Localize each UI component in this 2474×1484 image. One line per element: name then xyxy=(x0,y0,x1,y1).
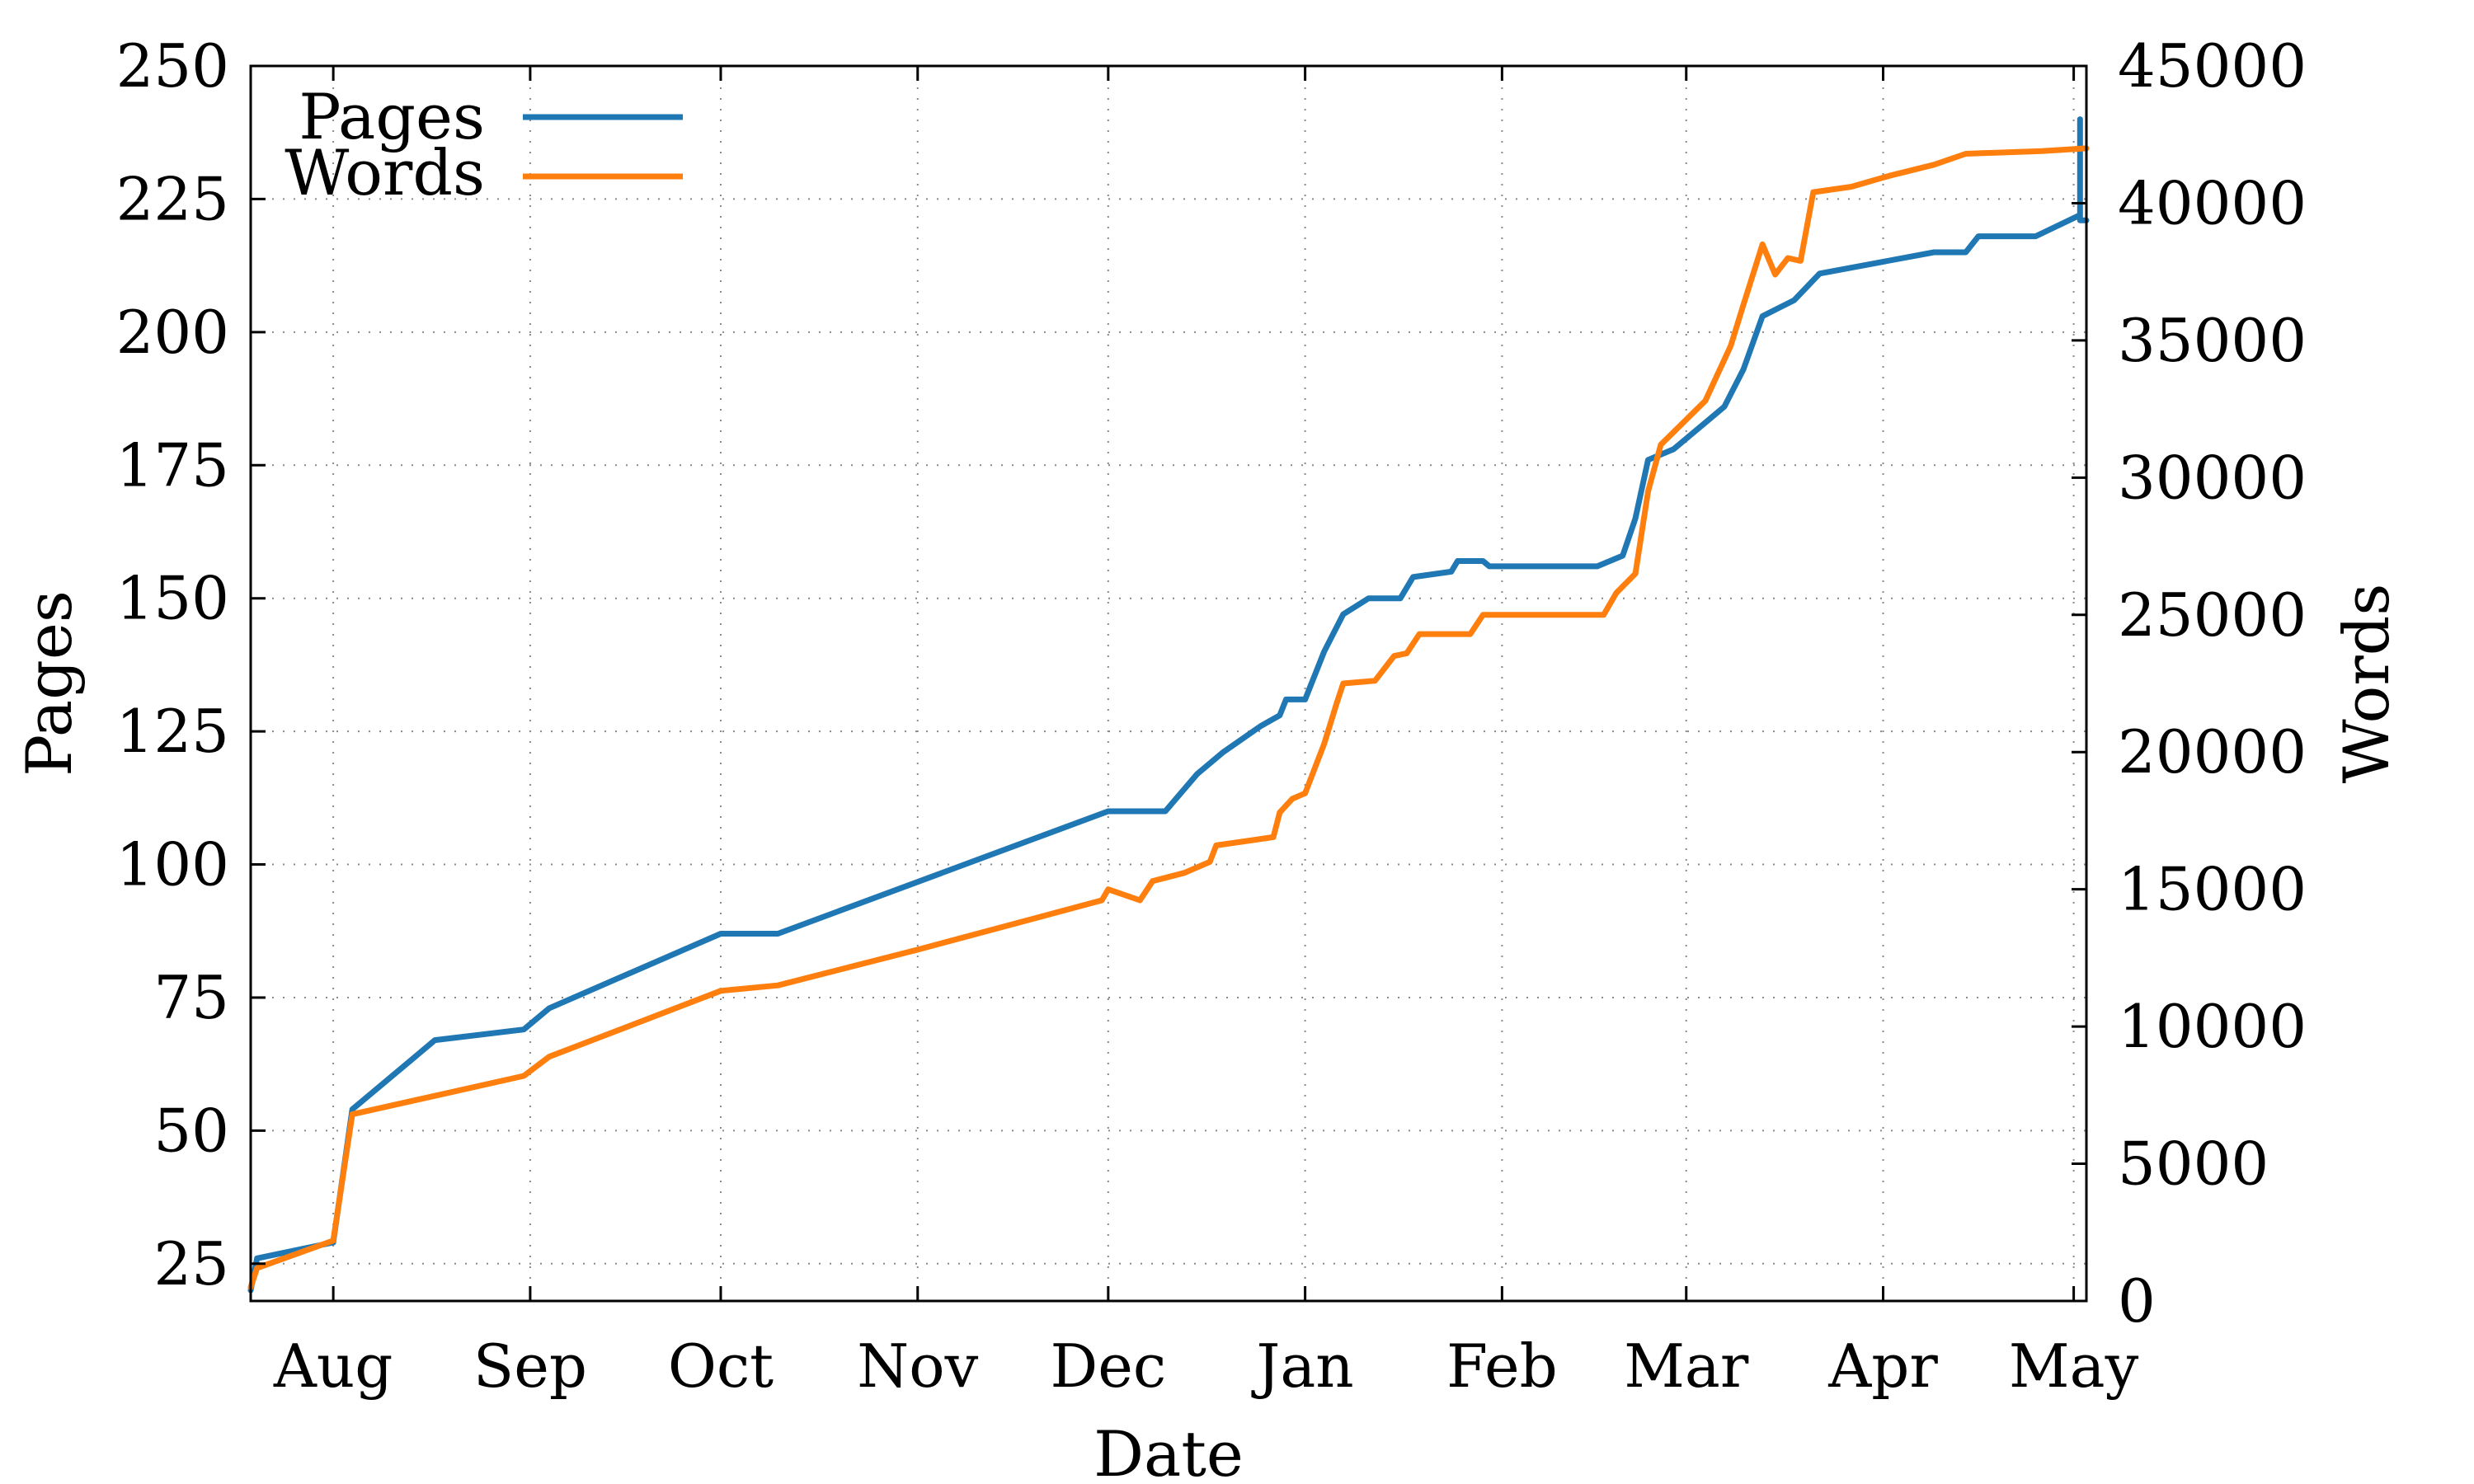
right-tick-label: 0 xyxy=(2118,1266,2156,1336)
plot-frame xyxy=(249,64,2088,1303)
legend-label-words: Words xyxy=(285,136,485,209)
right-axis-title: Words xyxy=(2330,584,2403,784)
left-tick-label: 25 xyxy=(153,1229,229,1298)
x-tick-label: May xyxy=(2009,1331,2139,1401)
left-tick-label: 250 xyxy=(116,31,229,101)
series-line-words xyxy=(247,145,2090,1290)
x-tick-label: Apr xyxy=(1827,1331,1938,1401)
x-tick-label: Aug xyxy=(273,1331,393,1401)
x-tick-label: Oct xyxy=(668,1331,774,1401)
x-tick-label: Nov xyxy=(857,1331,978,1401)
right-axis-tick-labels: 0 5000 10000 15000 20000 25000 30000 35000 40000… xyxy=(2118,31,2307,1336)
left-tick-label: 100 xyxy=(116,830,229,899)
left-tick-label: 50 xyxy=(153,1096,229,1165)
left-tick-label: 75 xyxy=(153,963,229,1032)
left-axis-tick-labels: 25 50 75 100 125 150 175 200 225 250 xyxy=(116,31,229,1298)
x-tick-label: Feb xyxy=(1446,1331,1558,1401)
right-tick-label: 35000 xyxy=(2118,306,2307,375)
x-tick-label: Mar xyxy=(1624,1331,1749,1401)
x-tick-label: Jan xyxy=(1251,1331,1354,1401)
right-tick-label: 45000 xyxy=(2118,31,2307,101)
x-axis-title: Date xyxy=(1094,1417,1244,1484)
x-axis-tick-labels: Aug Sep Oct Nov Dec Jan Feb Mar Apr May xyxy=(273,1331,2139,1401)
left-axis-title: Pages xyxy=(12,590,86,777)
right-tick-label: 40000 xyxy=(2118,168,2307,237)
left-tick-label: 175 xyxy=(116,430,229,500)
right-tick-label: 5000 xyxy=(2118,1129,2269,1199)
left-tick-label: 200 xyxy=(116,298,229,367)
right-tick-label: 25000 xyxy=(2118,580,2307,650)
x-tick-label: Sep xyxy=(473,1331,587,1401)
axis-ticks xyxy=(251,64,2086,1303)
left-tick-label: 125 xyxy=(116,697,229,766)
legend-label-pages: Pages xyxy=(299,80,485,153)
grid xyxy=(251,65,2086,1301)
right-tick-label: 30000 xyxy=(2118,443,2307,512)
right-tick-label: 10000 xyxy=(2118,992,2307,1061)
left-tick-label: 225 xyxy=(116,164,229,233)
right-tick-label: 20000 xyxy=(2118,717,2307,787)
legend: Pages Words xyxy=(285,80,683,209)
series-layer xyxy=(247,116,2090,1294)
series-line-pages xyxy=(247,116,2090,1294)
left-tick-label: 150 xyxy=(116,564,229,633)
right-tick-label: 15000 xyxy=(2118,855,2307,924)
x-tick-label: Dec xyxy=(1050,1331,1166,1401)
